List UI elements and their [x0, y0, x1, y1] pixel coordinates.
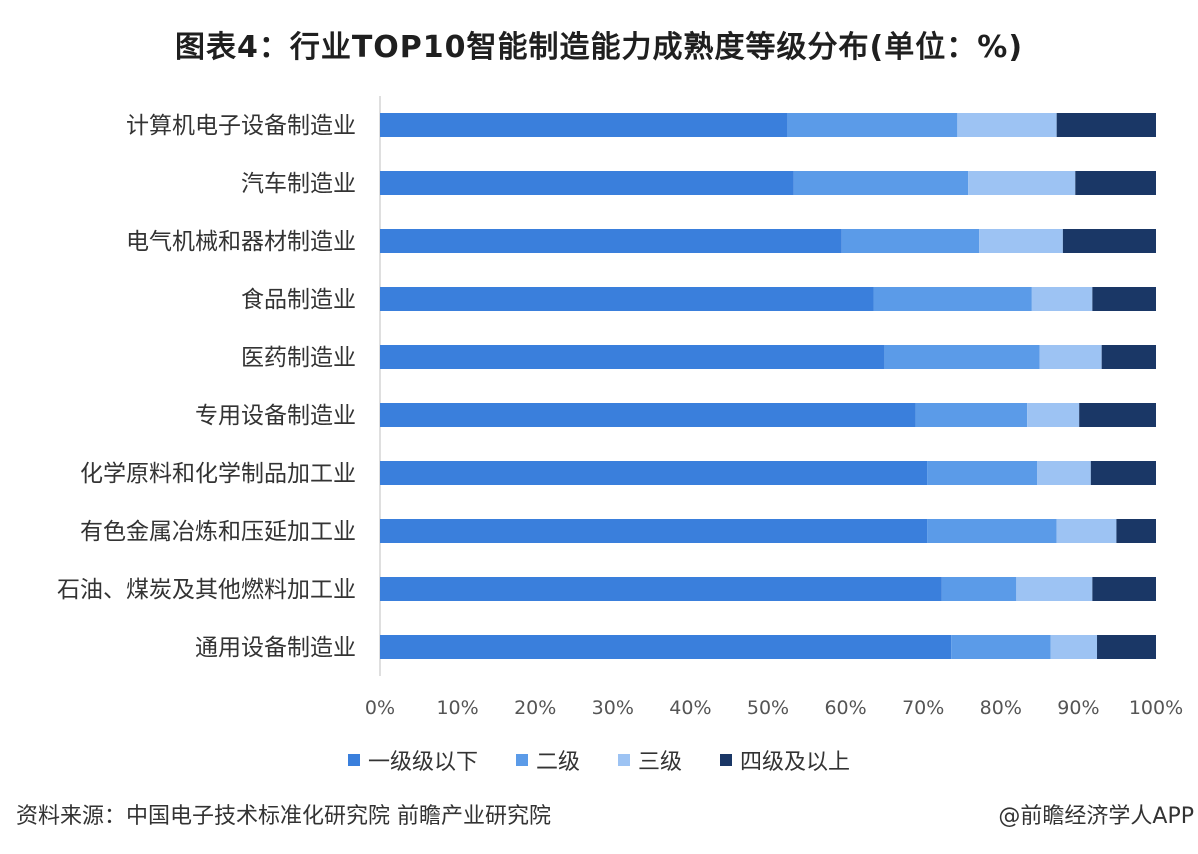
bar-segment-level1	[380, 403, 916, 427]
bar-segment-level2	[927, 519, 1057, 543]
category-label: 化学原料和化学制品加工业	[80, 461, 356, 487]
legend-swatch-level3	[618, 754, 630, 766]
category-label: 计算机电子设备制造业	[126, 113, 356, 139]
legend-swatch-level4	[720, 754, 733, 766]
bar-segment-level3	[1031, 287, 1093, 311]
bar-segment-level4	[1092, 287, 1156, 311]
bar-segment-level4	[1092, 577, 1156, 601]
x-tick-label: 40%	[669, 697, 711, 719]
x-tick-label: 30%	[592, 697, 634, 719]
category-label: 汽车制造业	[241, 171, 356, 197]
bar-segment-level4	[1116, 519, 1156, 543]
bar-segment-level1	[380, 229, 842, 253]
bar-segment-level1	[380, 635, 952, 659]
x-tick-label: 80%	[980, 697, 1022, 719]
legend-item-level1: 一级级以下	[347, 744, 478, 776]
x-tick-label: 60%	[824, 697, 866, 719]
x-tick-label: 10%	[436, 697, 478, 719]
legend-item-level3: 三级	[618, 744, 682, 776]
category-label: 有色金属冶炼和压延加工业	[80, 519, 356, 545]
category-label: 医药制造业	[241, 345, 356, 371]
bar-segment-level3	[1039, 345, 1102, 369]
bar-segment-level1	[380, 519, 928, 543]
bar-segment-level2	[941, 577, 1017, 601]
bar-segment-level2	[841, 229, 980, 253]
bar-segment-level3	[1050, 635, 1098, 659]
x-tick-label: 70%	[902, 697, 944, 719]
legend-swatch-level1	[347, 754, 360, 766]
category-label: 专用设备制造业	[195, 403, 356, 429]
x-tick-label: 0%	[365, 697, 395, 719]
legend-item-level4: 四级及以上	[720, 744, 850, 776]
bar-segment-level2	[793, 171, 969, 195]
bar-segment-level4	[1062, 229, 1156, 253]
category-label: 石油、煤炭及其他燃料加工业	[57, 577, 356, 603]
bar-segment-level1	[380, 287, 874, 311]
bar-segment-level2	[951, 635, 1051, 659]
bar-segment-level3	[979, 229, 1063, 253]
legend-swatch-level2	[515, 754, 528, 766]
bar-segment-level4	[1101, 345, 1156, 369]
bar-segment-level3	[1027, 403, 1080, 427]
category-label: 电气机械和器材制造业	[126, 229, 356, 255]
legend: 一级级以下 二级 三级 四级及以上	[0, 744, 1198, 776]
credit-note: @前瞻经济学人APP	[998, 804, 1194, 829]
bar-segment-level2	[873, 287, 1032, 311]
bar-segment-level4	[1090, 461, 1156, 485]
legend-label-level1: 一级级以下	[367, 750, 478, 775]
x-tick-label: 20%	[514, 697, 556, 719]
x-tick-label: 50%	[747, 697, 789, 719]
legend-label-level3: 三级	[638, 750, 683, 775]
chart-title: 图表4：行业TOP10智能制造能力成熟度等级分布(单位：%)	[174, 30, 1024, 65]
bar-segment-level4	[1075, 171, 1156, 195]
bar-segment-level4	[1097, 635, 1156, 659]
bar-segment-level2	[927, 461, 1038, 485]
bar-segment-level2	[915, 403, 1028, 427]
category-label: 食品制造业	[241, 287, 356, 313]
legend-label-level4: 四级及以上	[740, 750, 851, 775]
x-tick-label: 100%	[1129, 697, 1183, 719]
bar-segment-level3	[1037, 461, 1091, 485]
bar-segment-level1	[380, 345, 885, 369]
bar-segment-level2	[787, 113, 958, 137]
bar-segment-level4	[1056, 113, 1156, 137]
bar-segment-level1	[380, 461, 928, 485]
bar-segment-level1	[380, 113, 788, 137]
bar-segment-level3	[968, 171, 1076, 195]
legend-label-level2: 二级	[535, 750, 580, 775]
bar-segment-level4	[1079, 403, 1156, 427]
legend-item-level2: 二级	[515, 744, 580, 776]
bar-segment-level3	[1016, 577, 1093, 601]
bar-segment-level3	[957, 113, 1057, 137]
source-note: 资料来源：中国电子技术标准化研究院 前瞻产业研究院	[16, 804, 551, 829]
category-label: 通用设备制造业	[195, 635, 356, 661]
bar-segment-level1	[380, 577, 942, 601]
x-tick-label: 90%	[1057, 697, 1099, 719]
bar-segment-level3	[1056, 519, 1117, 543]
bar-segment-level1	[380, 171, 794, 195]
bar-segment-level2	[884, 345, 1040, 369]
